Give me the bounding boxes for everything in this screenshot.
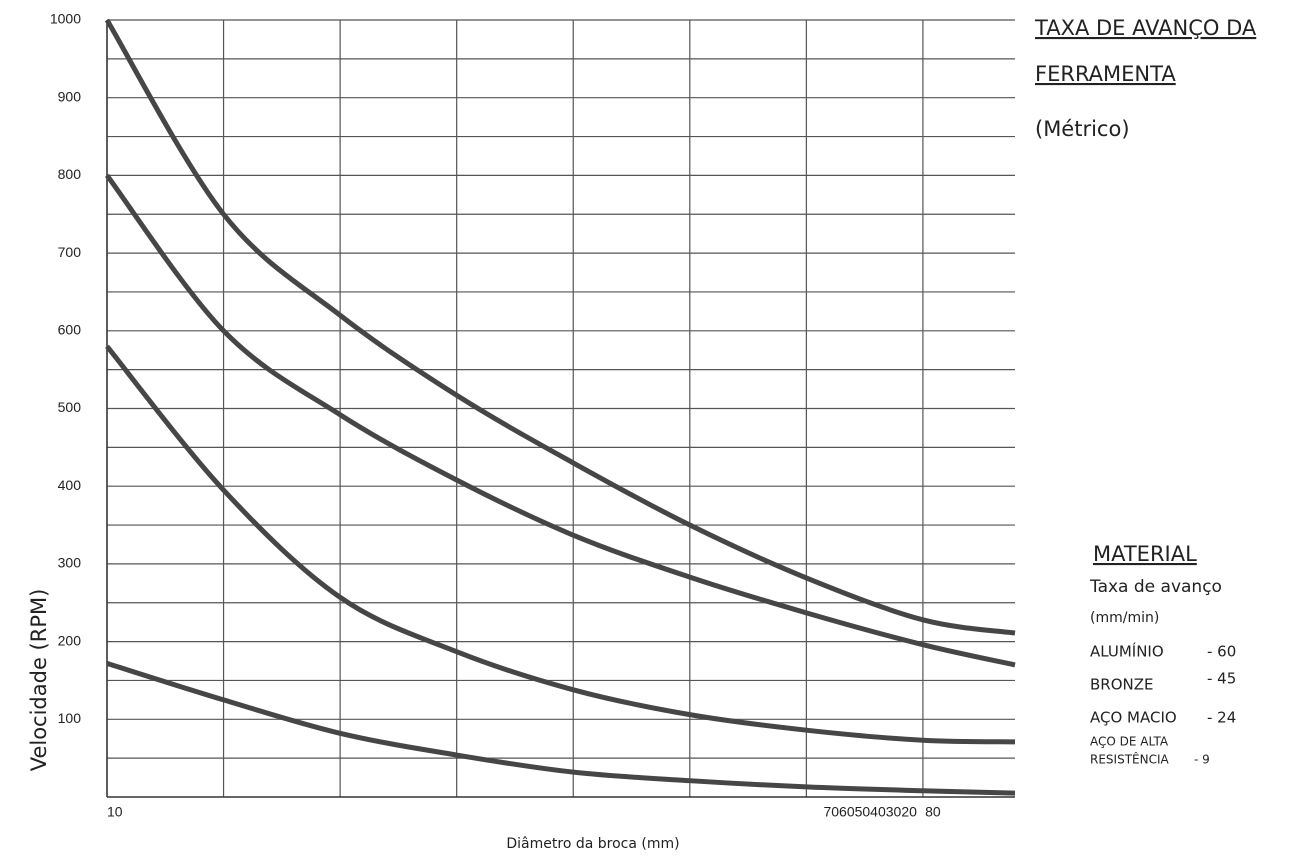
line-series [105, 344, 1016, 745]
material-name: BRONZE [1090, 676, 1154, 694]
material-name: AÇO DE ALTA [1090, 735, 1169, 749]
material-rate: - 9 [1194, 753, 1210, 767]
y-tick-label: 700 [58, 244, 82, 260]
y-tick-label: 200 [58, 632, 82, 648]
line-series [104, 18, 1016, 636]
material-subheading: Taxa de avanço [1089, 577, 1222, 597]
line-series [104, 173, 1016, 668]
material-rate: - 60 [1207, 643, 1236, 661]
material-heading: MATERIAL [1093, 542, 1197, 566]
y-tick-label: 900 [58, 88, 82, 104]
line-series [106, 660, 1016, 796]
side-subtitle: (Métrico) [1035, 117, 1130, 141]
y-tick-label: 600 [58, 322, 82, 338]
y-tick-label: 100 [58, 710, 82, 726]
y-tick-label: 300 [58, 555, 82, 571]
material-subheading: (mm/min) [1090, 610, 1159, 626]
side-title: TAXA DE AVANÇO DA [1034, 16, 1257, 40]
material-rate: - 24 [1207, 709, 1236, 727]
material-name: AÇO MACIO [1090, 709, 1177, 727]
y-axis-label: Velocidade (RPM) [27, 589, 51, 772]
y-tick-label: 500 [58, 399, 82, 415]
y-tick-label: 1000 [50, 11, 81, 27]
material-rate: - 45 [1207, 670, 1236, 688]
material-name: RESISTÊNCIA [1090, 752, 1170, 767]
y-tick-label: 400 [58, 477, 82, 493]
material-name: ALUMÍNIO [1090, 642, 1164, 661]
x-axis-label: Diâmetro da broca (mm) [506, 836, 679, 852]
x-tick-label: 80 [925, 804, 941, 820]
x-tick-label: 10 [107, 804, 123, 820]
x-annotation: 706050403020 [823, 804, 917, 820]
y-tick-label: 800 [58, 166, 82, 182]
side-title: FERRAMENTA [1035, 62, 1176, 86]
